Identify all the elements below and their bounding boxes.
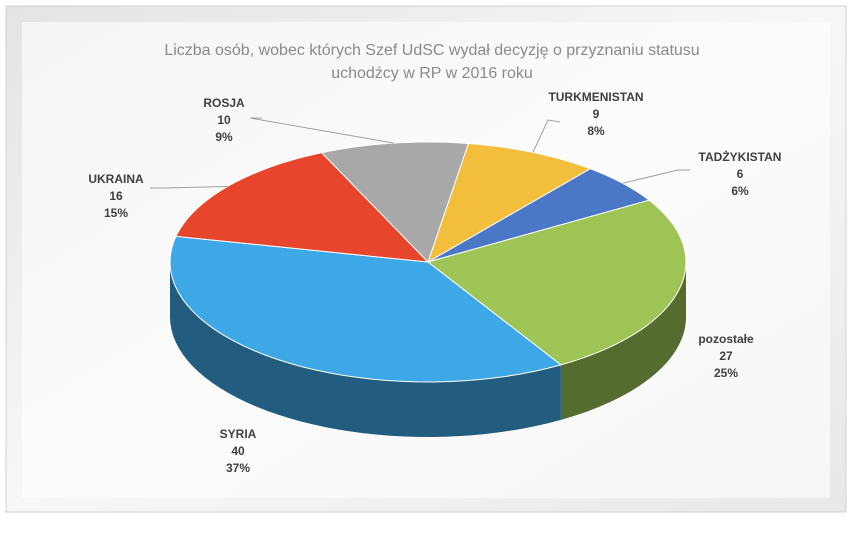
- data-label-name: TURKMENISTAN: [548, 90, 643, 104]
- slice-top: [426, 199, 687, 366]
- chart-title: Liczba osób, wobec których Szef UdSC wyd…: [164, 42, 699, 59]
- data-label-percent: 25%: [714, 366, 738, 380]
- data-label-percent: 9%: [215, 130, 233, 144]
- slice: [427, 142, 592, 264]
- data-label-name: pozostałe: [698, 332, 754, 346]
- slice-side: [170, 262, 561, 437]
- slice-top: [427, 142, 592, 264]
- data-label-value: 27: [719, 349, 733, 363]
- slice: [169, 235, 562, 437]
- slice-top: [169, 235, 562, 383]
- data-label-name: TADŻYKISTAN: [699, 149, 782, 164]
- data-label-value: 40: [231, 444, 245, 458]
- data-label-name: SYRIA: [220, 427, 257, 441]
- slice-top: [427, 168, 651, 263]
- slice-side: [560, 262, 686, 420]
- data-label-name: ROSJA: [203, 96, 245, 110]
- data-label-percent: 8%: [587, 124, 605, 138]
- data-label-value: 9: [593, 107, 600, 121]
- slice: [426, 199, 687, 420]
- slice: [427, 168, 651, 263]
- data-label-percent: 15%: [104, 206, 128, 220]
- data-label-value: 10: [217, 113, 231, 127]
- chart-title: uchodźcy w RP w 2016 roku: [331, 65, 533, 82]
- leader-line: [622, 169, 690, 184]
- leader-line: [532, 119, 561, 153]
- data-label-percent: 6%: [731, 184, 749, 198]
- data-label-percent: 37%: [226, 461, 250, 475]
- data-label-value: 6: [737, 167, 744, 181]
- leader-line: [150, 185, 228, 189]
- data-label-name: UKRAINA: [88, 172, 144, 186]
- data-label-value: 16: [109, 189, 123, 203]
- leader-line: [249, 117, 394, 144]
